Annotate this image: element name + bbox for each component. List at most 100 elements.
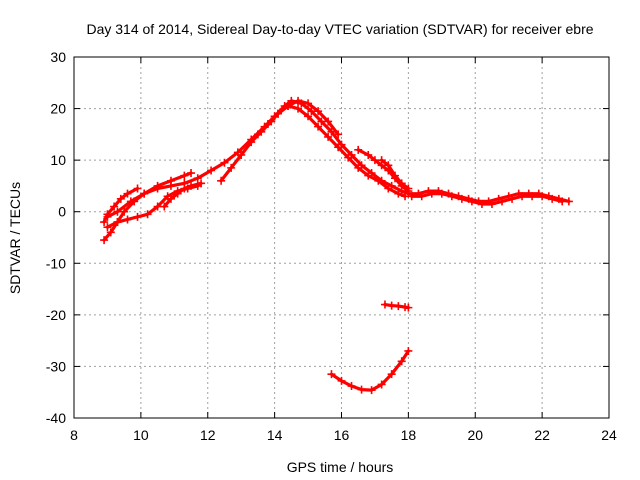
data-point [166,176,175,185]
data-point [354,163,363,172]
data-point [387,301,396,310]
data-point [153,181,162,190]
data-point [160,202,169,211]
data-point [417,192,426,201]
data-point [334,143,343,152]
x-tick-label: 22 [534,427,550,443]
data-point [173,189,182,198]
data-point [538,192,547,201]
data-point [347,382,356,391]
y-tick-label: 30 [50,49,66,65]
data-point [477,199,486,208]
data-point [123,189,132,198]
data-point [314,107,323,116]
series-line [329,349,410,392]
data-point [508,194,517,203]
data-point [180,171,189,180]
data-point [193,174,202,183]
data-point [110,202,119,211]
y-tick-label: 20 [50,101,66,117]
y-tick-label: -10 [46,255,66,271]
y-tick-label: -20 [46,307,66,323]
series-line [105,171,193,219]
data-point [324,132,333,141]
series-track-m [380,300,413,312]
data-point [187,181,196,190]
y-tick-label: -40 [46,410,66,426]
data-point [548,194,557,203]
x-tick-label: 18 [401,427,417,443]
series-track-i [377,156,413,193]
data-point [380,300,389,309]
data-point [103,223,112,232]
data-point [447,192,456,201]
series-track-k [407,189,567,208]
data-point [437,189,446,198]
y-tick-label: 0 [58,204,66,220]
data-point [397,357,406,366]
data-point [558,197,567,206]
data-point [140,189,149,198]
data-point [427,189,436,198]
data-point [377,380,386,389]
data-point [407,192,416,201]
data-point [116,194,125,203]
data-point [100,218,109,227]
data-point [304,112,313,121]
data-point [370,156,379,165]
data-point [364,171,373,180]
data-point [143,210,152,219]
data-point [384,161,393,170]
data-point [133,184,142,193]
data-point [344,153,353,162]
data-point [307,107,316,116]
data-point [404,346,413,355]
series-line [356,148,410,193]
data-point [207,166,216,175]
data-point [166,194,175,203]
data-point [327,370,336,379]
x-tick-label: 12 [200,427,216,443]
data-point [374,176,383,185]
data-series [100,96,573,395]
x-axis-label: GPS time / hours [287,459,394,475]
data-point [397,179,406,188]
data-point [354,145,363,154]
data-point [391,171,399,180]
data-point [103,212,112,221]
data-point [237,150,246,159]
data-point [227,163,236,172]
data-point [113,207,122,216]
data-point [120,207,129,216]
data-point [457,194,466,203]
data-point [133,212,142,221]
data-point [364,150,373,159]
data-point [153,202,162,211]
data-point [284,101,292,110]
data-point [197,179,206,188]
data-point [123,215,132,224]
data-point [217,176,226,185]
data-point [564,197,573,206]
data-point [273,109,282,118]
data-point [357,385,366,394]
x-tick-label: 10 [133,427,149,443]
series-track-l [327,346,413,395]
data-point [498,197,506,206]
x-tick-label: 20 [467,427,483,443]
data-point [187,169,196,178]
data-point [126,197,135,206]
data-point [294,96,303,105]
data-point [337,376,346,385]
data-point [384,184,393,193]
data-point [518,192,527,201]
data-point [253,130,262,139]
x-tick-label: 16 [334,427,350,443]
series-track-d [103,169,196,221]
x-tick-label: 14 [267,427,283,443]
series-track-a [100,96,413,245]
data-point [404,303,413,312]
chart-title: Day 314 of 2014, Sidereal Day-to-day VTE… [86,21,593,37]
series-track-f [217,101,410,201]
data-point [377,156,386,165]
